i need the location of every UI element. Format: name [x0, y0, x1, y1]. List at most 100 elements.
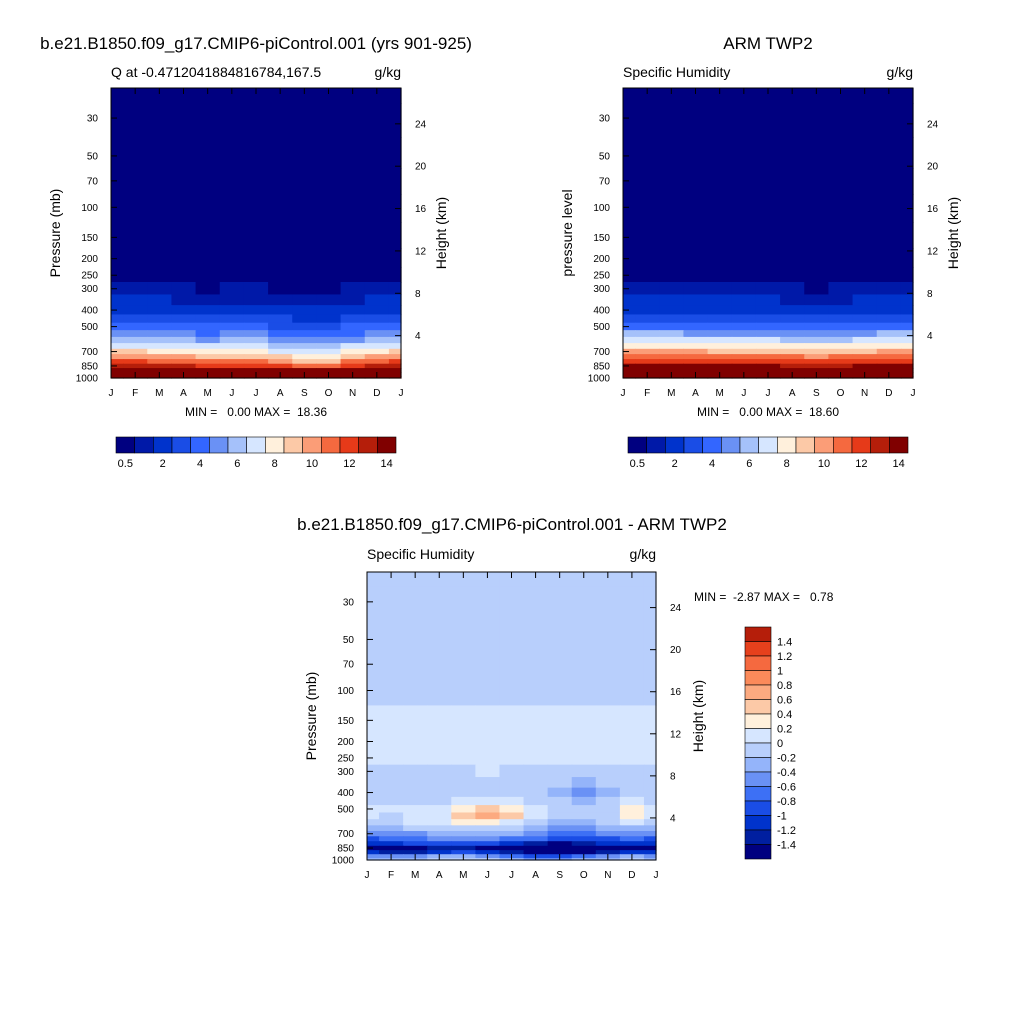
field-cell: O 650 mb: 7.3 — [828, 343, 854, 350]
field-cell: J 200 mb: 0.05 — [111, 248, 124, 268]
field-cell: D 800 mb: 11.9 — [876, 359, 902, 365]
field-cell: A 800 mb: -0.95 — [427, 841, 452, 847]
field-cell: J 900 mb: 14.9 — [623, 368, 636, 373]
field-cell: J 400 mb: -0.1 — [367, 787, 380, 798]
field-cell: J 350 mb: 1.1 — [388, 294, 402, 306]
field-cell: J 900 mb: 13.9 — [243, 368, 269, 373]
field-cell: J 700 mb: 8.9 — [731, 348, 757, 355]
field-cell: D 150 mb: 0.01 — [876, 222, 902, 249]
field-cell: J 750 mb: -0.85 — [643, 836, 657, 842]
field-cell: A 800 mb: -1.3 — [523, 841, 549, 847]
field-cell: S 600 mb: 4.3 — [292, 336, 318, 344]
field-cell: M 650 mb: -0.2 — [403, 825, 428, 832]
field-cell: O 350 mb: -0.25 — [571, 777, 597, 789]
field-cell: J 450 mb: -0.05 — [367, 796, 380, 806]
field-cell: S 100 mb: 0 — [804, 194, 830, 223]
field-cell: J 250 mb: 0.02 — [475, 749, 501, 766]
x-tick-label: J — [109, 388, 114, 399]
field-cell: M 70 mb: 0 — [707, 168, 733, 195]
field-cell: J 750 mb: 9.6 — [388, 354, 402, 360]
field-cell: A 600 mb: 5.9 — [780, 336, 805, 344]
field-cell: S 550 mb: 4.3 — [804, 330, 830, 338]
field-cell: N 70 mb: 0 — [852, 168, 878, 195]
field-cell: D 850 mb: 12.3 — [364, 363, 390, 369]
field-cell: A 500 mb: 3.3 — [171, 322, 197, 331]
field-cell: D 900 mb: 14.2 — [364, 368, 390, 373]
colorbar: 1.4 1.2 1 0.8 0.6 0.4 0.2 0 -0.2 -0.4 -0.6 -0.8 -1 -1… — [744, 626, 796, 860]
field-cell: N 550 mb: 3.9 — [340, 330, 366, 338]
field-cell: M 250 mb: 0.01 — [403, 749, 428, 766]
colorbar-box — [814, 436, 834, 454]
field-cell: A 50 mb: 0 — [683, 136, 709, 169]
field-cell: J 200 mb: 0.05 — [243, 248, 269, 268]
field-cell: D 350 mb: 1 — [364, 294, 390, 306]
field-cell: A 550 mb: 4.6 — [780, 330, 805, 338]
field-cell: J 50 mb: 0 — [623, 136, 636, 169]
left-string: Specific Humidity — [623, 64, 730, 80]
model-panel: b.e21.B1850.f09_g17.CMIP6-piControl.001 … — [40, 34, 472, 470]
field-cell: D 800 mb: 10.7 — [364, 359, 390, 365]
field-cell: D 300 mb: 0.6 — [876, 281, 902, 296]
field-cell: J 20 mb: -0.01 — [367, 572, 380, 588]
x-tick-label: S — [556, 870, 563, 881]
field-cell: J 1000 mb: 17.6 — [388, 376, 402, 379]
y-right-tick-label: 16 — [670, 687, 682, 698]
field-cell: F 300 mb: 0.6 — [635, 281, 660, 296]
field-cell: N 350 mb: -0.15 — [595, 777, 621, 789]
field-cell: A 300 mb: 0.5 — [780, 281, 805, 296]
field-cell: S 150 mb: 0.02 — [547, 705, 573, 732]
field-cell: D 500 mb: 0.3 — [619, 805, 645, 814]
field-cell: S 450 mb: 1.8 — [292, 314, 318, 324]
field-cell: O 900 mb: -1.6 — [571, 850, 597, 855]
field-cell: M 900 mb: -0.95 — [451, 850, 476, 855]
field-cell: J 50 mb: -0.01 — [475, 620, 501, 653]
field-cell: N 150 mb: 0.01 — [852, 222, 878, 249]
field-cell: A 70 mb: -0.01 — [427, 651, 452, 678]
field-cell: A 650 mb: 6.4 — [171, 343, 197, 350]
field-cell: J 30 mb: -0.01 — [643, 586, 657, 622]
field-cell: M 750 mb: 9.3 — [147, 354, 173, 360]
field-cell: N 50 mb: -0.01 — [595, 620, 621, 653]
field-cell: J 300 mb: 0.5 — [243, 281, 269, 296]
field-cell: J 550 mb: 4.1 — [219, 330, 245, 338]
field-cell: J 250 mb: 0.2 — [243, 266, 269, 283]
field-cell: J 750 mb: -0.55 — [475, 836, 501, 842]
field-cell: S 70 mb: 0 — [804, 168, 830, 195]
field-cell: J 200 mb: 0.05 — [731, 248, 757, 268]
field-cell: A 500 mb: 0.1 — [427, 805, 452, 814]
y-tick-label: 300 — [593, 284, 610, 295]
field-cell: N 800 mb: -1.2 — [595, 841, 621, 847]
field-cell: J 600 mb: 6.3 — [623, 336, 636, 344]
field-cell: J 850 mb: -1.6 — [643, 845, 657, 851]
field-cell: F 700 mb: -0.5 — [379, 831, 404, 837]
field-cell: D 550 mb: 0.25 — [619, 812, 645, 820]
y-tick-label: 200 — [593, 254, 610, 265]
field-cell: A 700 mb: 6.9 — [268, 348, 293, 355]
colorbar-box — [758, 436, 778, 454]
field-cell: O 850 mb: 10.5 — [316, 363, 342, 369]
x-tick-label: N — [349, 388, 356, 399]
field-cell: J 50 mb: 0 — [243, 136, 269, 169]
y-tick-label: 250 — [337, 753, 354, 764]
x-tick-label: S — [301, 388, 308, 399]
field-cell: J 1000 mb: -0.25 — [367, 858, 380, 861]
field-cell: D 750 mb: 10.5 — [876, 354, 902, 360]
field-cell: A 850 mb: 12.1 — [171, 363, 197, 369]
field-cell: M 400 mb: 1.6 — [707, 305, 733, 316]
field-cell: J 150 mb: 0.01 — [731, 222, 757, 249]
field-cell: O 500 mb: 3.5 — [828, 322, 854, 331]
field-cell: O 30 mb: 0 — [828, 103, 854, 138]
field-cell: A 200 mb: 0.05 — [683, 248, 709, 268]
colorbar-label: 14 — [893, 458, 905, 470]
field-cell: D 650 mb: 7.7 — [876, 343, 902, 350]
field-cell: J 800 mb: 11.9 — [900, 359, 914, 365]
axes: J F M A M J J A S O N D J 30 50 70 100 150 200 250 300 400 500… — [332, 572, 682, 881]
field-cell: S 70 mb: 0 — [292, 168, 318, 195]
field-cell: M 200 mb: 0.03 — [451, 730, 476, 751]
field-cell: M 30 mb: 0 — [707, 103, 733, 138]
y-tick-label: 150 — [337, 716, 354, 727]
field-cell: O 850 mb: 12.9 — [828, 363, 854, 369]
colorbar-box — [870, 436, 890, 454]
field-cell: O 900 mb: 13 — [316, 368, 342, 373]
field-cell: O 200 mb: 0.05 — [828, 248, 854, 268]
